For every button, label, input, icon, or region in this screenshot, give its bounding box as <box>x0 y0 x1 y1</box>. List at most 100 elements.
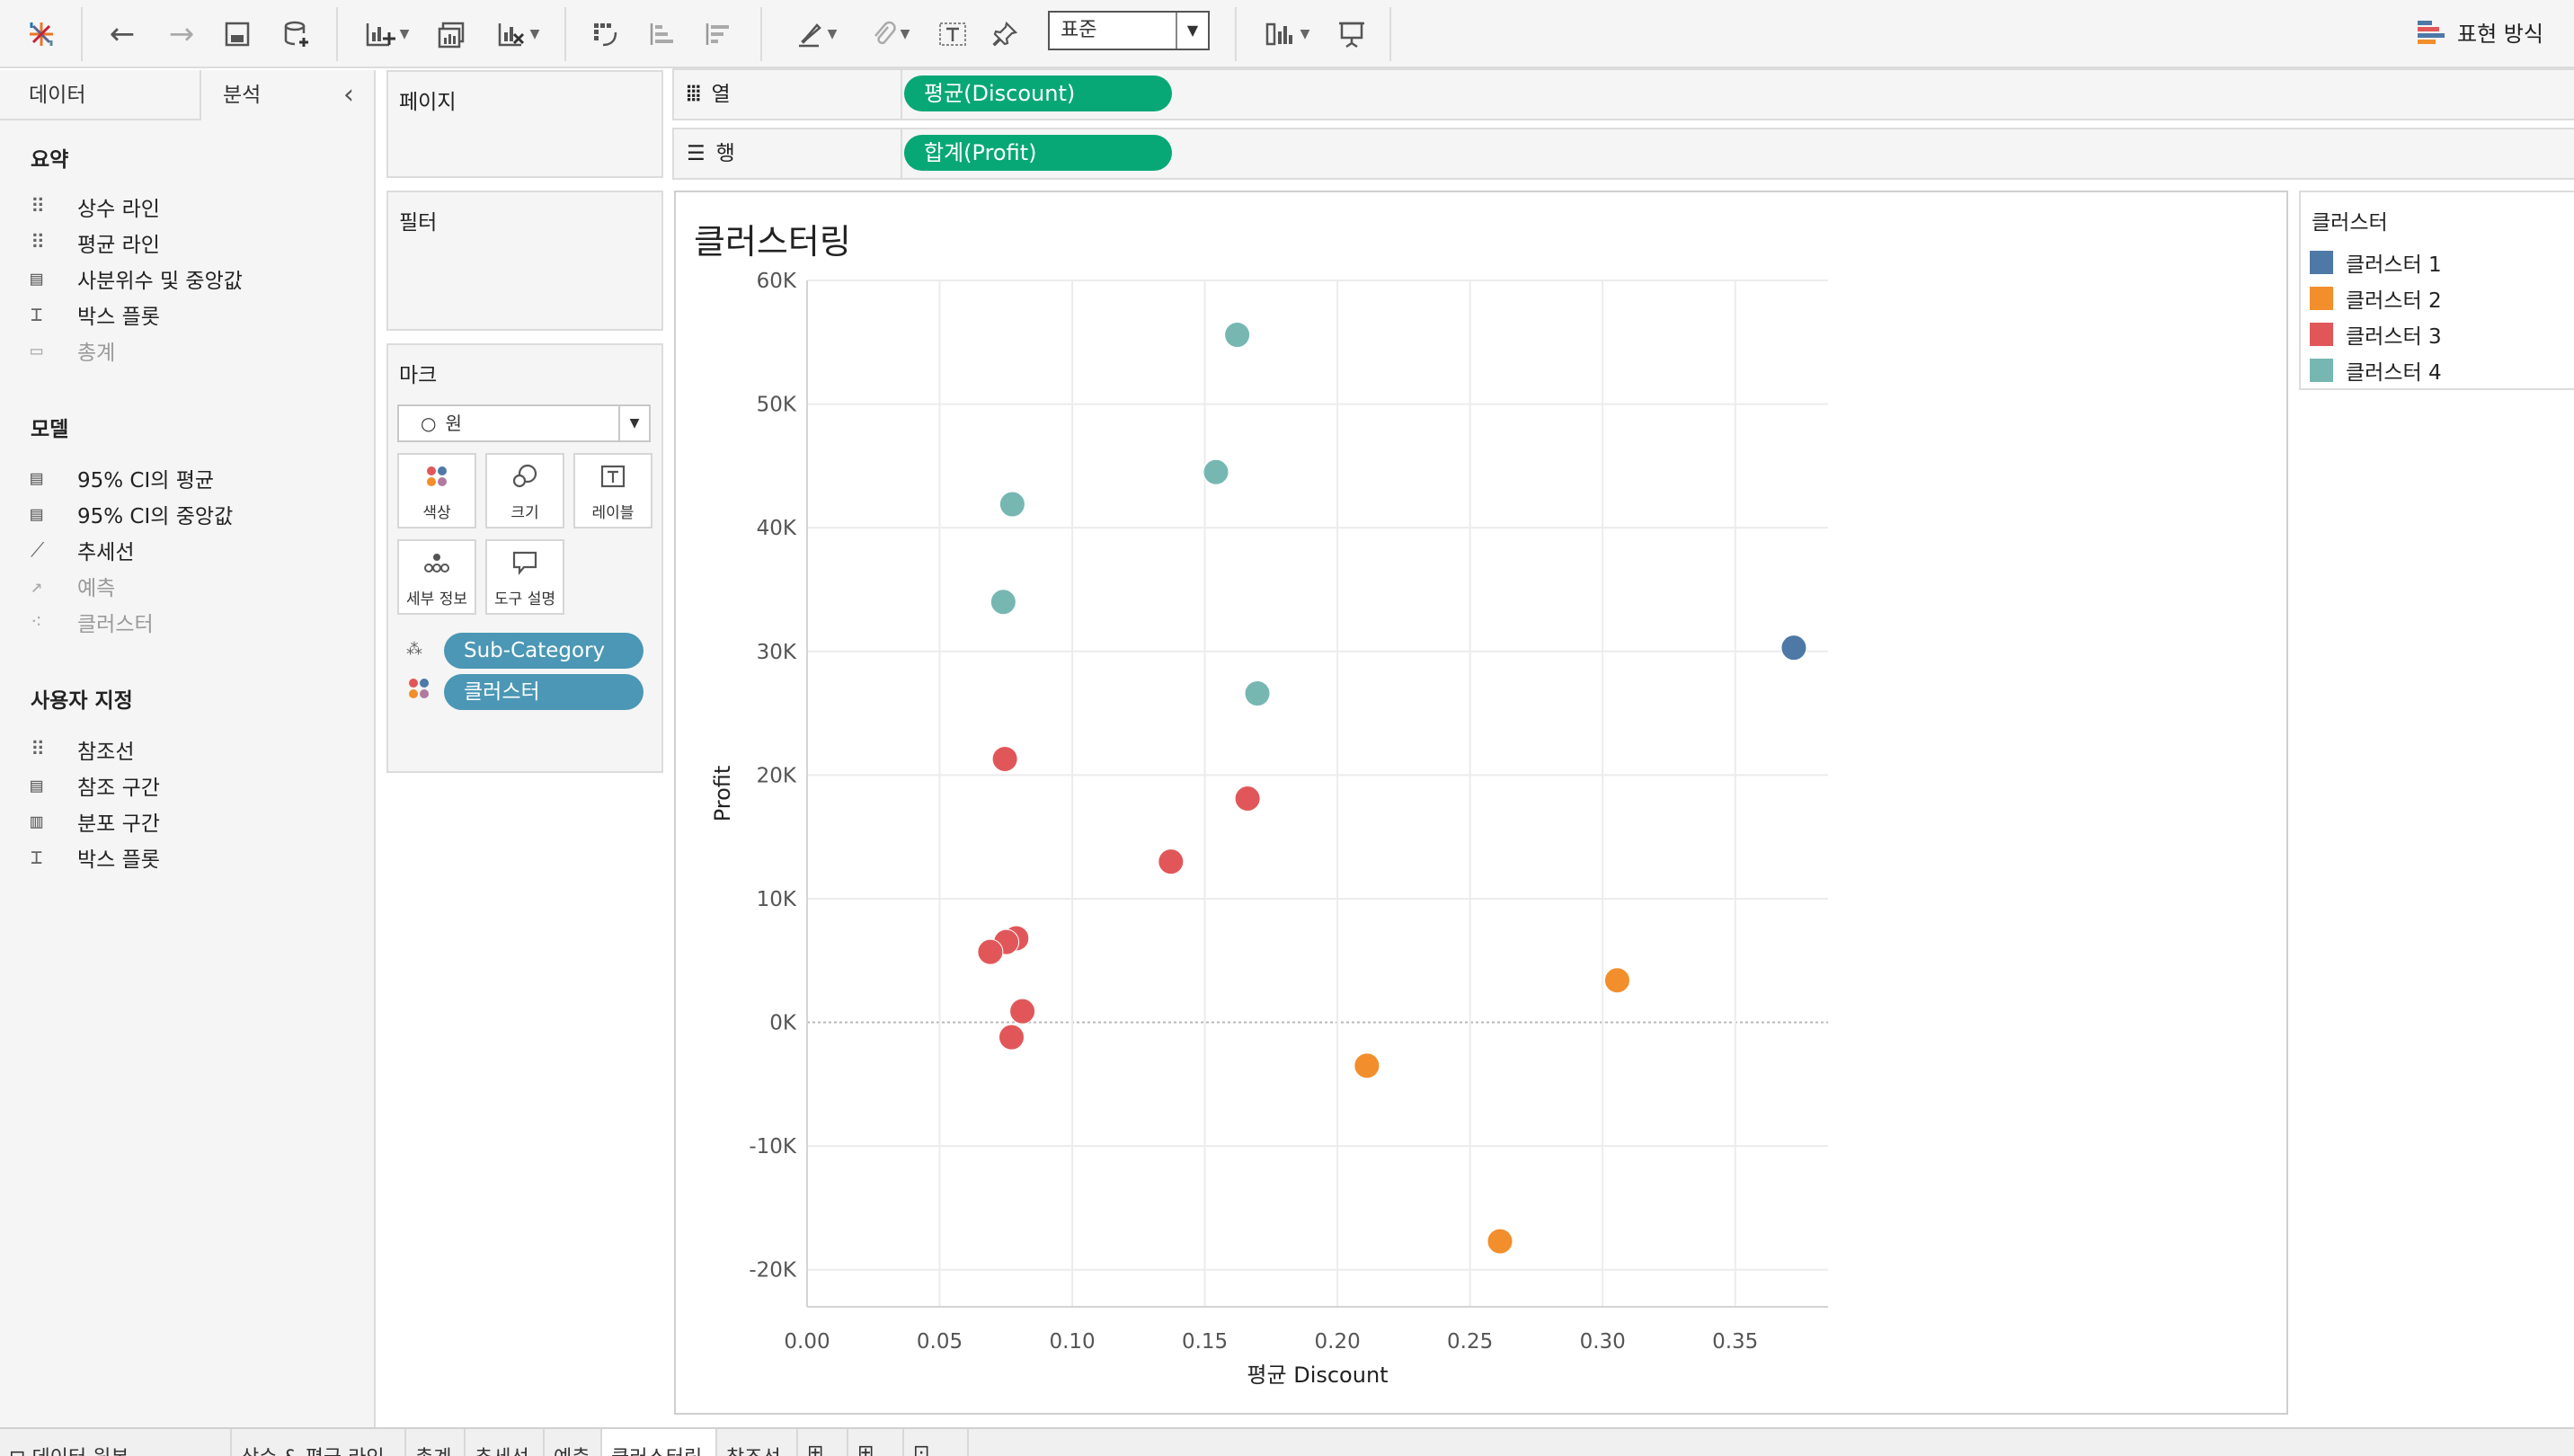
data-point[interactable] <box>991 745 1018 772</box>
filters-shelf[interactable]: 필터 <box>386 191 663 331</box>
columns-shelf[interactable]: ⦙⦙⦙ 열 평균(Discount) <box>672 68 2574 120</box>
analytics-item-reference-line[interactable]: ⠿ 참조선 <box>31 732 134 768</box>
data-point[interactable] <box>1780 635 1807 661</box>
fit-width-select[interactable]: 표준 ▼ <box>1048 11 1210 50</box>
tab-sheet-constant-average[interactable]: 상수 & 평균 라인 <box>232 1429 406 1456</box>
analytics-item-box-plot-custom[interactable]: ⌶ 박스 플롯 <box>31 839 160 875</box>
scatter-chart[interactable]: -20K -10K 0K 10K 20K 30K 40K 50K 60K 0.00 0.05 0.10… <box>676 192 2290 1416</box>
highlight-icon[interactable]: ▼ <box>784 11 848 58</box>
analytics-item-average-ci[interactable]: ▤ 95% CI의 평균 <box>31 460 214 496</box>
pages-shelf[interactable]: 페이지 <box>386 70 663 178</box>
new-story-tab-icon[interactable]: ⊡ <box>904 1429 969 1456</box>
size-label: 크기 <box>510 504 539 522</box>
y-tick-label: -10K <box>749 1135 797 1159</box>
save-icon[interactable] <box>216 11 259 58</box>
detail-button[interactable]: 세부 정보 <box>397 539 476 615</box>
color-button[interactable]: 색상 <box>397 453 476 528</box>
analytics-item-trend-line[interactable]: ⟋ 추세선 <box>31 532 134 568</box>
reference-line-icon: ⠿ <box>31 738 46 761</box>
data-point[interactable] <box>1354 1052 1380 1079</box>
box-plot-icon: ⌶ <box>31 846 43 869</box>
sort-ascending-icon[interactable] <box>642 11 685 58</box>
legend-item-cluster-1[interactable]: 클러스터 1 <box>2310 244 2442 280</box>
group-members-icon[interactable]: ▼ <box>857 11 922 58</box>
tab-sheet-reference-line[interactable]: 참조선 <box>717 1429 798 1456</box>
analytics-pane: 데이터 분석 ‹ 요약 ⠿ 상수 라인 ⠿ 평균 라인 ▤ 사분위수 및 중앙값 ⌶ 박… <box>0 70 376 1427</box>
redo-icon[interactable]: → <box>168 16 195 52</box>
analytics-item-median-ci[interactable]: ▤ 95% CI의 중앙값 <box>31 496 233 532</box>
tab-sheet-clustering[interactable]: 클러스터링 <box>602 1429 717 1456</box>
mark-type-select[interactable]: ○ 원 ▼ <box>397 404 651 442</box>
marks-title: 마크 <box>399 364 438 387</box>
worksheet-view[interactable]: 클러스터링 -20K -10K 0K 10K 20K 30K 40K 50K 60K 0.00 0.… <box>674 191 2288 1415</box>
sort-descending-icon[interactable] <box>697 11 741 58</box>
tab-data-source[interactable]: ⊟ 데이터 원본 <box>0 1429 232 1456</box>
tab-data[interactable]: 데이터 <box>0 70 201 120</box>
fix-axes-icon[interactable] <box>983 11 1026 58</box>
tooltip-button[interactable]: 도구 설명 <box>485 539 564 615</box>
data-point[interactable] <box>1244 680 1271 707</box>
data-point[interactable] <box>1234 786 1261 812</box>
analytics-item-average-line[interactable]: ⠿ 평균 라인 <box>31 225 160 261</box>
data-point[interactable] <box>990 589 1016 616</box>
new-datasource-icon[interactable] <box>275 11 318 58</box>
rows-icon: ☰ <box>687 142 706 165</box>
collapse-pane-icon[interactable]: ‹ <box>343 79 354 111</box>
data-point[interactable] <box>1224 322 1251 349</box>
reference-band-icon: ▤ <box>31 774 43 797</box>
analytics-item-median-quartiles[interactable]: ▤ 사분위수 및 중앙값 <box>31 261 243 297</box>
x-tick-label: 0.35 <box>1712 1330 1758 1354</box>
label-button[interactable]: 레이블 <box>573 453 652 528</box>
analytics-item-forecast[interactable]: ↗ 예측 <box>31 568 115 604</box>
analytics-item-label: 상수 라인 <box>77 198 160 221</box>
legend-item-cluster-4[interactable]: 클러스터 4 <box>2310 352 2442 388</box>
y-tick-label: 10K <box>757 888 797 911</box>
pill-sub-category[interactable]: Sub-Category <box>444 633 644 669</box>
tab-sheet-forecast[interactable]: 예측 <box>545 1429 602 1456</box>
pill-sum-profit[interactable]: 합계(Profit) <box>904 135 1172 171</box>
analytics-item-distribution-band[interactable]: ▥ 분포 구간 <box>31 803 160 839</box>
analytics-item-cluster[interactable]: ⁖ 클러스터 <box>31 604 154 640</box>
average-ci-icon: ▤ <box>31 466 43 490</box>
legend-label: 클러스터 2 <box>2346 289 2442 313</box>
pill-cluster[interactable]: 클러스터 <box>444 674 644 710</box>
rows-shelf[interactable]: ☰ 행 합계(Profit) <box>672 128 2574 180</box>
new-worksheet-icon[interactable]: ▼ <box>354 11 419 58</box>
new-worksheet-tab-icon[interactable]: ⊞ <box>798 1429 848 1456</box>
data-point[interactable] <box>999 491 1025 518</box>
size-button[interactable]: 크기 <box>485 453 564 528</box>
data-point[interactable] <box>1603 967 1630 994</box>
data-point[interactable] <box>998 1024 1025 1051</box>
duplicate-sheet-icon[interactable] <box>430 11 473 58</box>
tab-sheet-totals[interactable]: 총계 <box>406 1429 466 1456</box>
new-dashboard-tab-icon[interactable]: ⊞ <box>848 1429 904 1456</box>
presentation-mode-icon[interactable] <box>1330 11 1373 58</box>
data-point[interactable] <box>1158 848 1185 875</box>
clear-sheet-icon[interactable]: ▼ <box>485 11 550 58</box>
analytics-item-box-plot[interactable]: ⌶ 박스 플롯 <box>31 297 160 333</box>
data-point[interactable] <box>1487 1228 1513 1255</box>
analytics-item-totals[interactable]: ▭ 총계 <box>31 333 115 368</box>
tab-sheet-trend-line[interactable]: 추세선 <box>466 1429 545 1456</box>
legend-item-cluster-3[interactable]: 클러스터 3 <box>2310 316 2442 352</box>
y-tick-label: 30K <box>757 641 797 664</box>
undo-icon[interactable]: ← <box>109 16 136 52</box>
pill-avg-discount[interactable]: 평균(Discount) <box>904 75 1172 111</box>
swap-rows-columns-icon[interactable] <box>584 11 627 58</box>
show-mark-labels-icon[interactable] <box>931 11 974 58</box>
data-point[interactable] <box>977 938 1004 965</box>
color-legend: 클러스터 클러스터 1 클러스터 2 클러스터 3 클러스터 4 <box>2299 191 2574 390</box>
analytics-item-constant-line[interactable]: ⠿ 상수 라인 <box>31 189 160 225</box>
analytics-item-reference-band[interactable]: ▤ 참조 구간 <box>31 768 160 803</box>
data-point[interactable] <box>1203 458 1229 485</box>
average-line-icon: ⠿ <box>31 231 46 254</box>
x-tick-label: 0.05 <box>917 1330 963 1354</box>
tableau-logo-icon[interactable] <box>23 11 59 58</box>
tab-analytics[interactable]: 분석 <box>223 84 262 107</box>
analytics-item-label: 박스 플롯 <box>77 848 160 872</box>
section-title-summarize: 요약 <box>31 148 69 172</box>
show-me-button[interactable]: 표현 방식 <box>2418 16 2543 48</box>
data-point[interactable] <box>1009 998 1036 1025</box>
legend-item-cluster-2[interactable]: 클러스터 2 <box>2310 280 2442 316</box>
show-cards-icon[interactable]: ▼ <box>1256 11 1318 58</box>
